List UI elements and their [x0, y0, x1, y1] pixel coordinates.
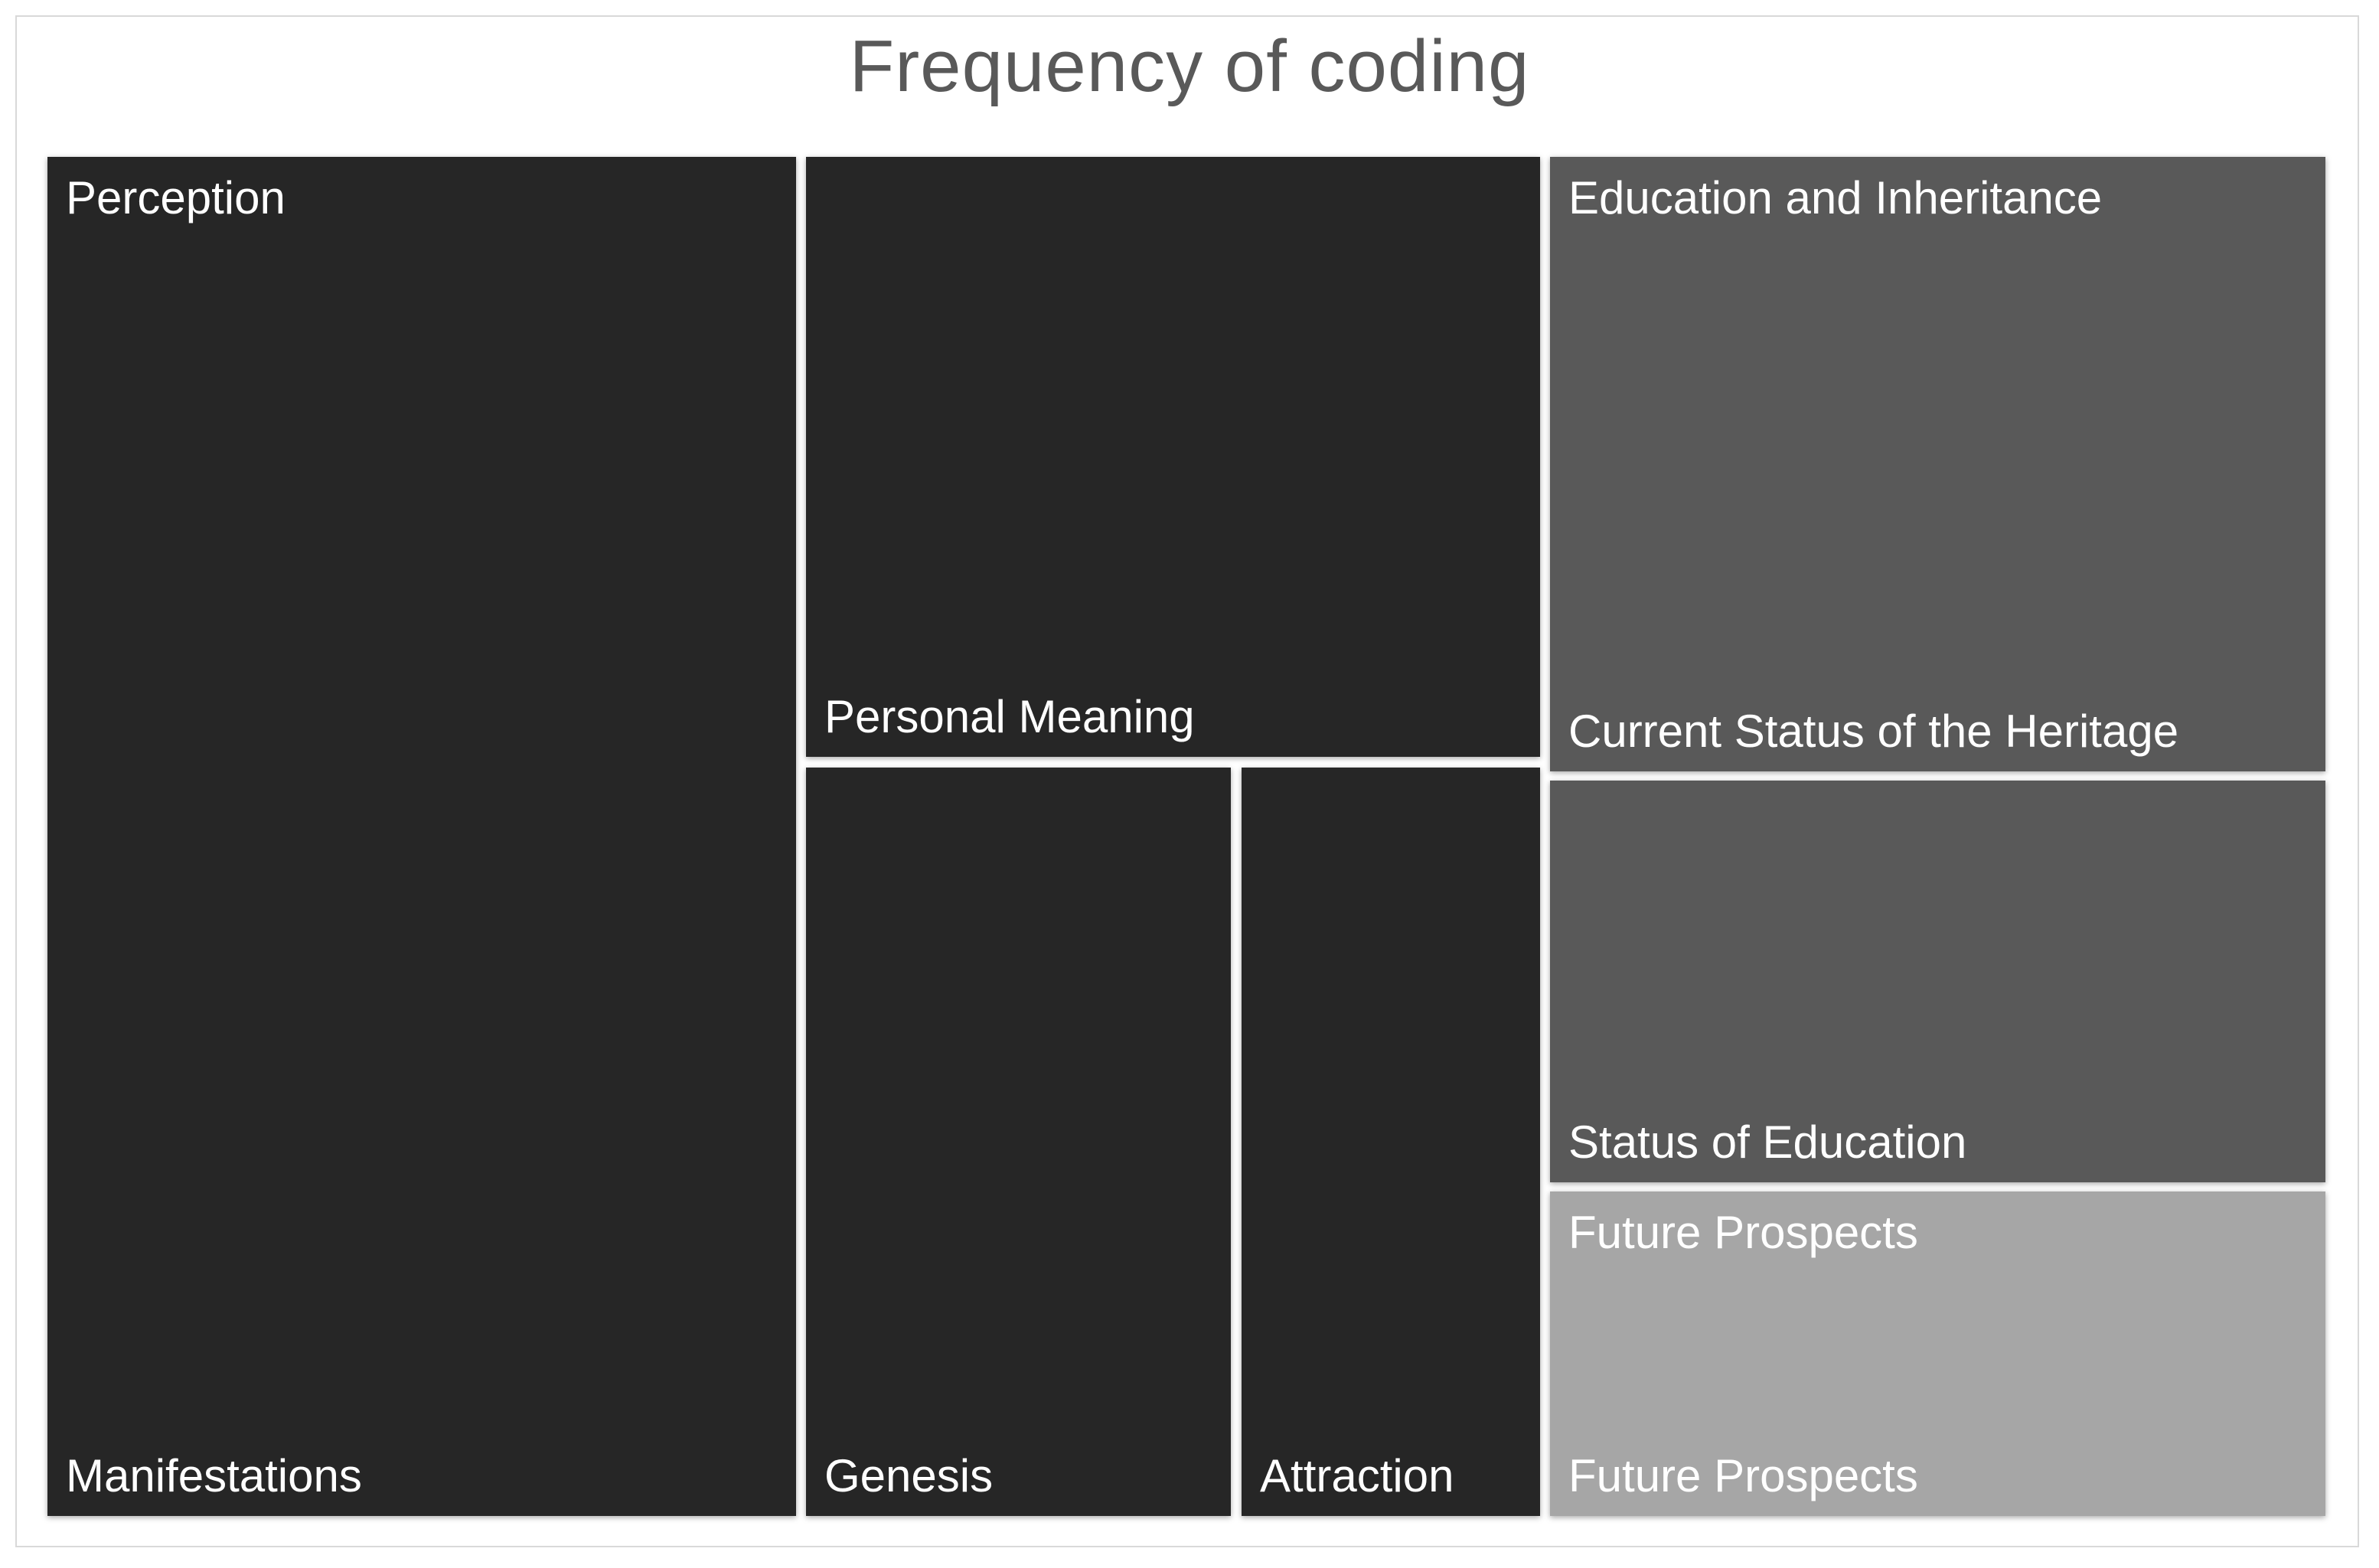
- chart-title: Frequency of coding: [849, 25, 1530, 107]
- chart-frame: [15, 15, 2359, 1547]
